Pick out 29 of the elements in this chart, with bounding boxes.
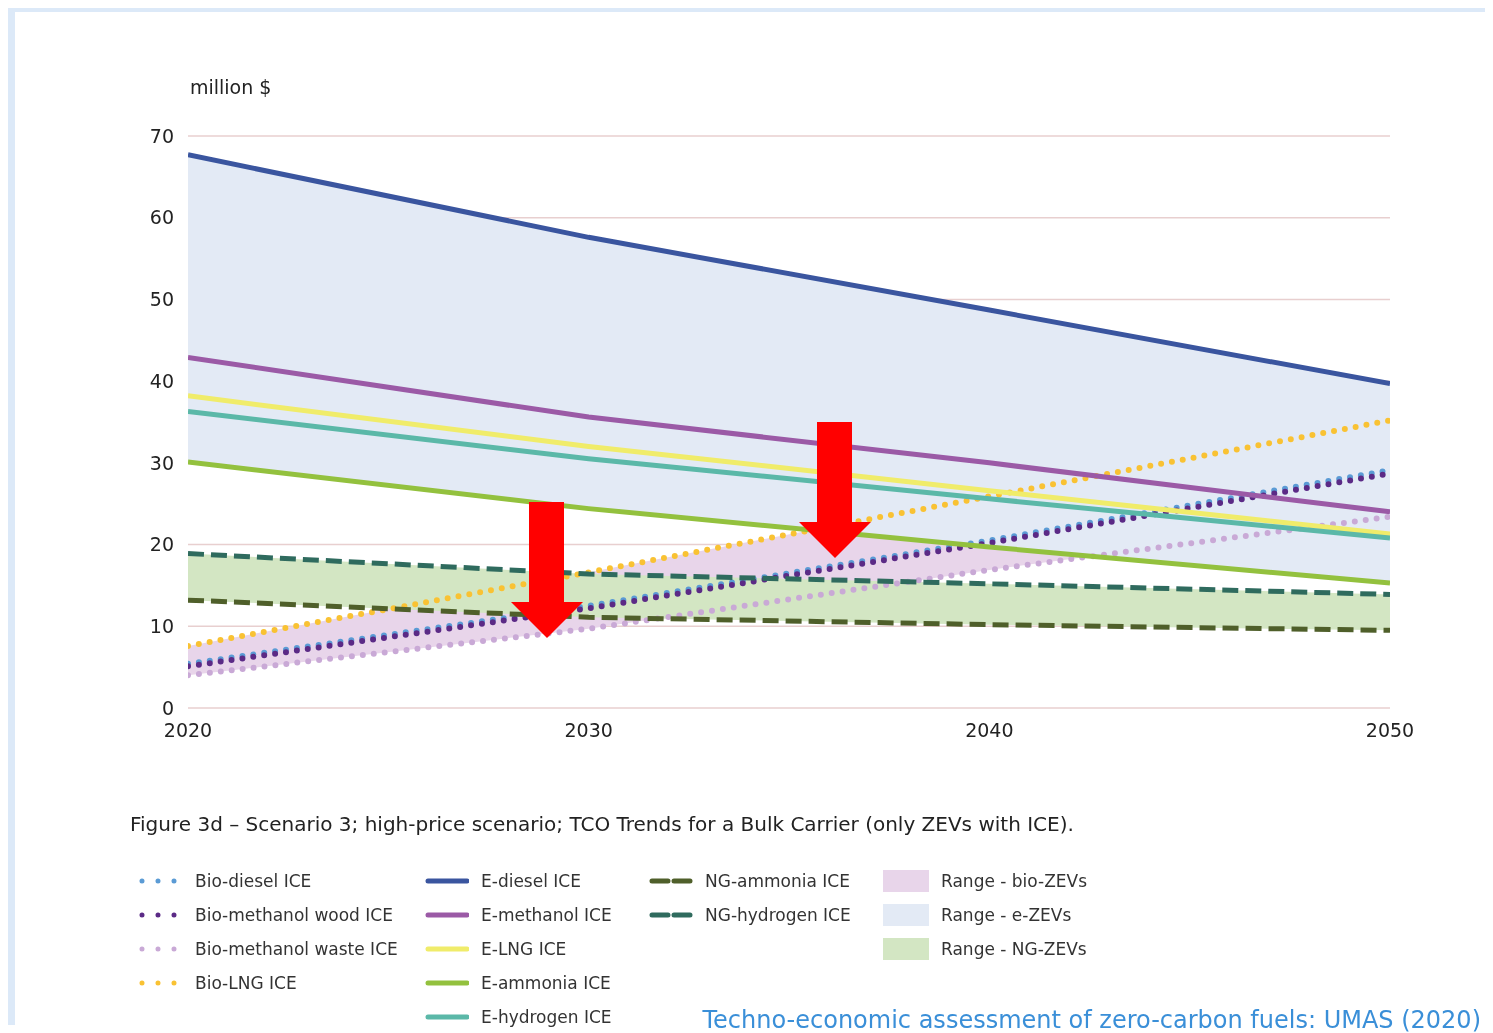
y-tick-label: 10	[149, 615, 174, 638]
legend-label: E-methanol ICE	[481, 905, 612, 925]
text: Techno-economic assessment of zero-carbon fuels: UMAS (2020)	[702, 1006, 1481, 1033]
legend-label: E-ammonia ICE	[481, 973, 611, 993]
caption: Figure 3d – Scenario 3; high-price scenario; TCO Trends for a Bulk Carrier (only ZEVs with ICE).	[130, 812, 1074, 836]
y-axis-title: million $	[190, 76, 272, 98]
y-tick-label: 70	[149, 124, 174, 147]
legend-label: NG-ammonia ICE	[705, 871, 850, 891]
legend-label: Bio-methanol waste ICE	[195, 939, 398, 959]
y-tick-label: 30	[149, 451, 174, 474]
y-tick-label: 60	[149, 206, 174, 229]
x-tick-label: 2020	[163, 719, 213, 742]
y-tick-label: 50	[149, 288, 174, 311]
legend-label: Bio-LNG ICE	[195, 973, 297, 993]
legend-label: E-hydrogen ICE	[481, 1007, 612, 1027]
x-tick-label: 2040	[965, 719, 1014, 742]
y-tick-label: 20	[149, 533, 174, 556]
y-tick-label: 0	[161, 696, 174, 719]
legend-label: NG-hydrogen ICE	[705, 905, 851, 925]
legend-label: Range - bio-ZEVs	[941, 871, 1088, 891]
x-tick-label: 2050	[1365, 719, 1415, 742]
legend-label: Range - e-ZEVs	[941, 905, 1072, 925]
legend-label: E-LNG ICE	[481, 939, 567, 959]
legend-label: Bio-diesel ICE	[195, 871, 312, 891]
y-tick-label: 40	[149, 369, 174, 392]
legend-label: Range - NG-ZEVs	[941, 939, 1087, 959]
legend-label: E-diesel ICE	[481, 871, 581, 891]
x-tick-label: 2030	[564, 719, 613, 742]
legend-label: Bio-methanol wood ICE	[195, 905, 393, 925]
